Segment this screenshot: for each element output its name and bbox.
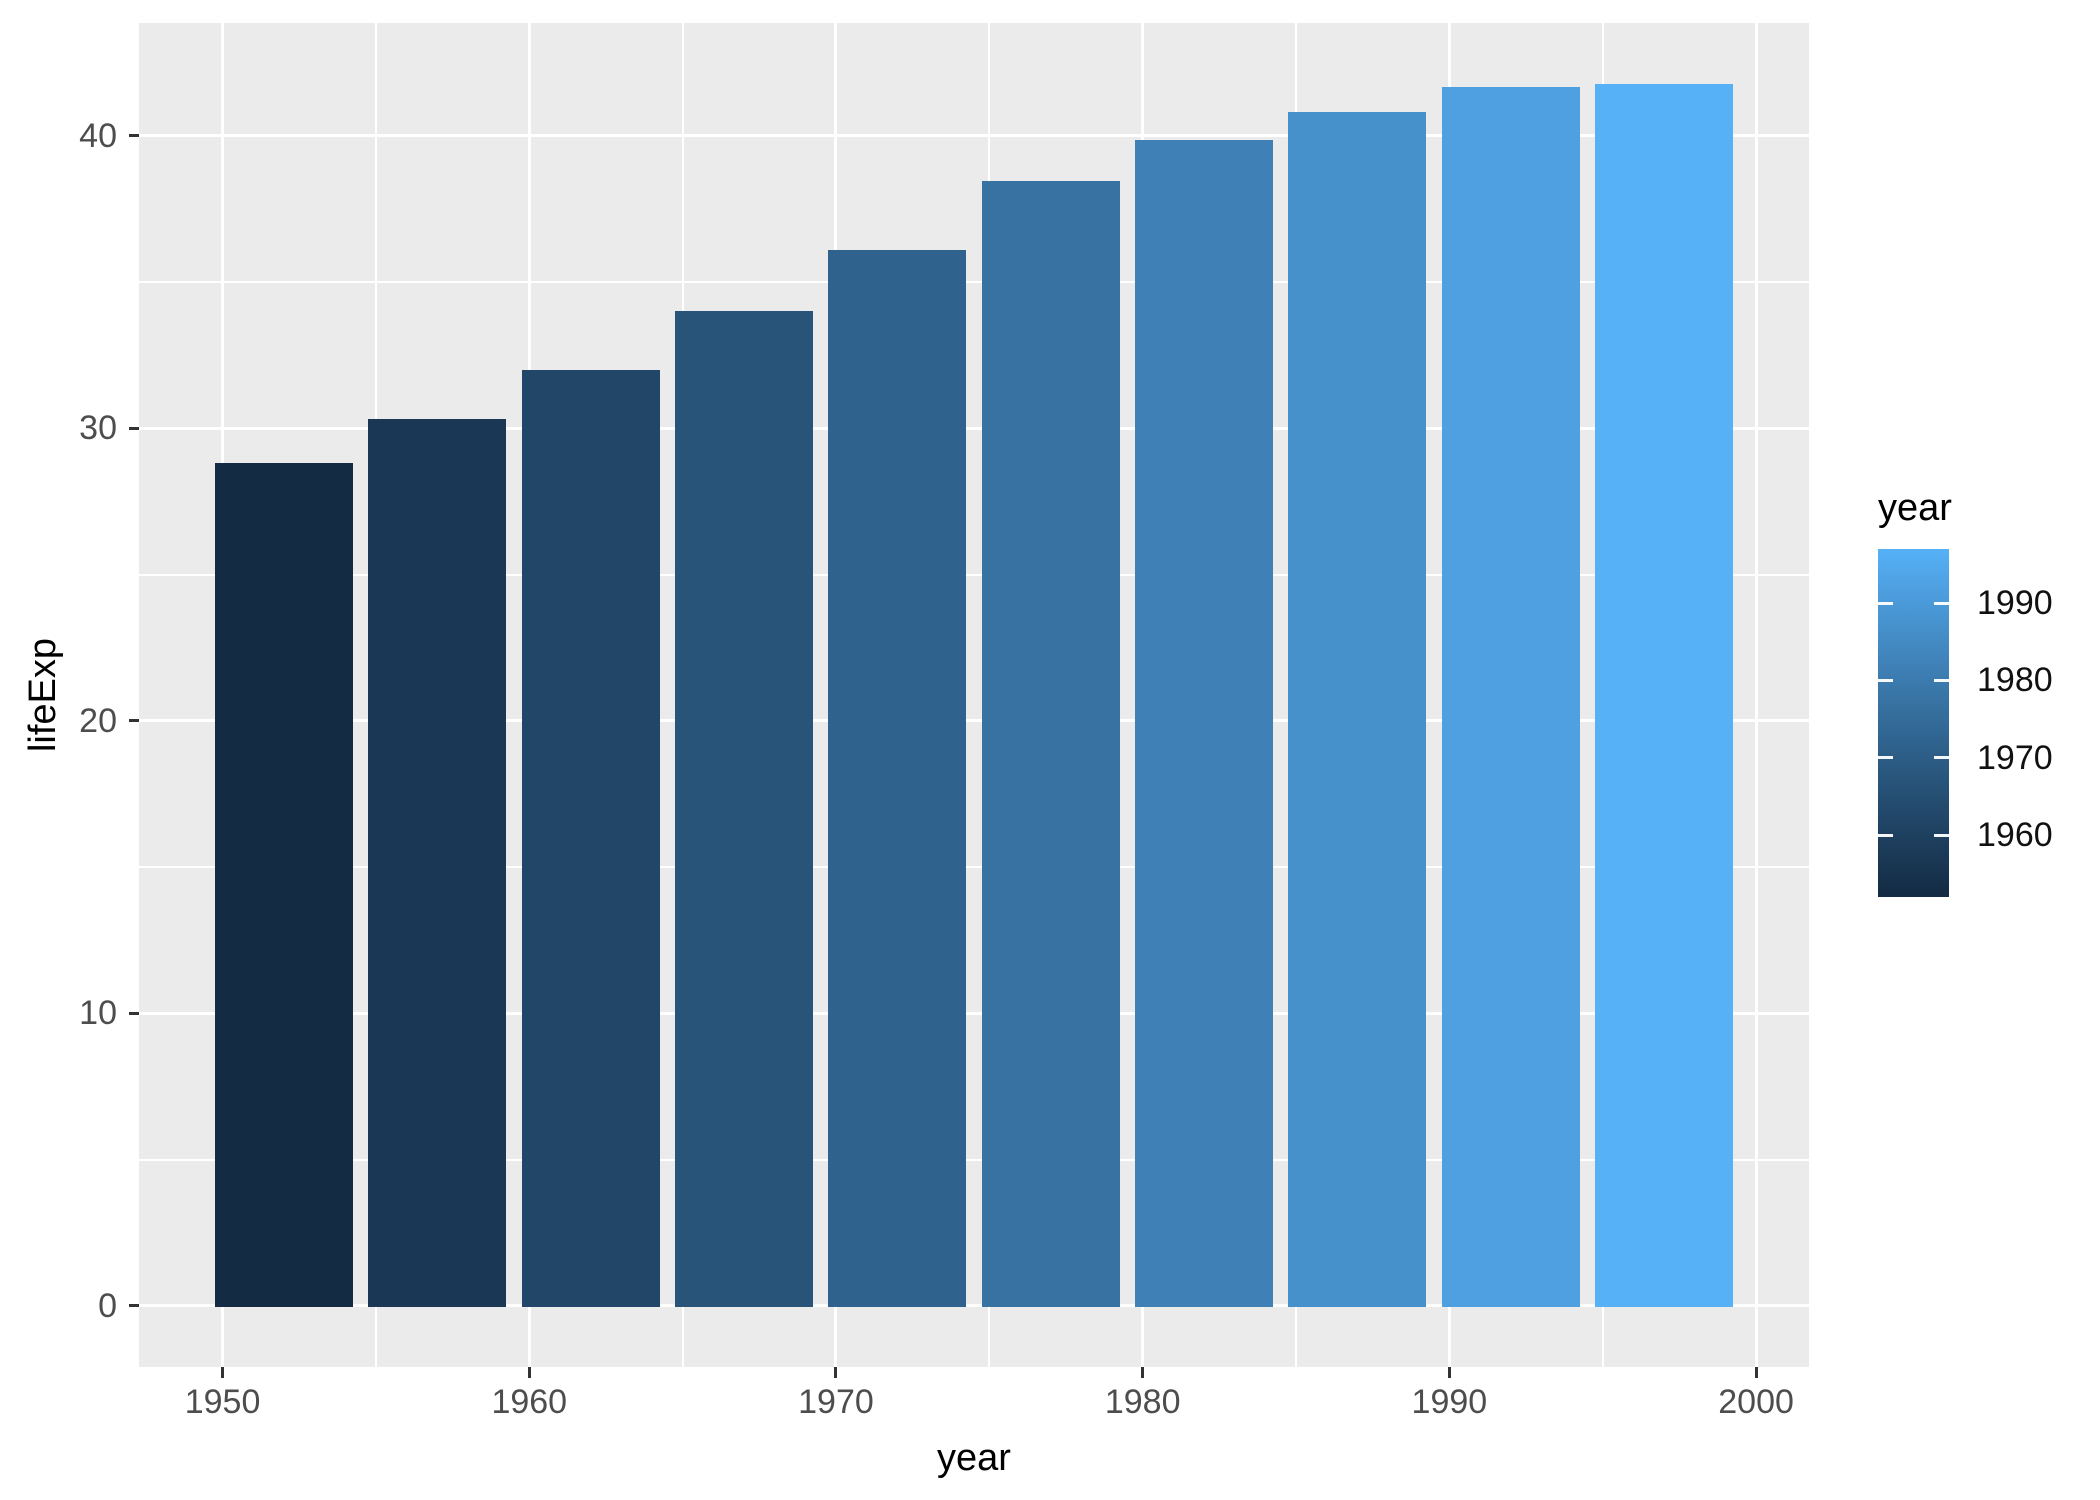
- x-tick-mark: [527, 1367, 531, 1378]
- x-tick-mark: [1141, 1367, 1145, 1378]
- y-tick-label: 40: [79, 116, 117, 155]
- legend-tick-mark: [1934, 678, 1949, 682]
- y-tick-mark: [129, 1011, 139, 1015]
- legend-tick-mark: [1878, 601, 1893, 605]
- y-axis-title: lifeExp: [22, 637, 64, 753]
- gridline-y-major: [139, 1011, 1809, 1015]
- legend-tick-label: 1990: [1977, 584, 2053, 623]
- y-tick-mark: [129, 134, 139, 138]
- bar-1972: [828, 250, 967, 1308]
- x-tick-label: 1970: [798, 1383, 874, 1421]
- y-tick-mark: [129, 719, 139, 723]
- legend-tick-mark: [1878, 833, 1893, 837]
- bar-1982: [1135, 139, 1274, 1308]
- bar-1952: [214, 463, 353, 1308]
- y-tick-mark: [129, 426, 139, 430]
- legend-tick-mark: [1934, 601, 1949, 605]
- gridline-y-major: [139, 134, 1809, 138]
- x-tick-label: 1990: [1411, 1383, 1488, 1421]
- bar-1967: [674, 310, 813, 1308]
- gridline-y-minor: [139, 280, 1809, 283]
- bar-1992: [1441, 86, 1580, 1308]
- x-axis-title: year: [937, 1437, 1011, 1479]
- x-tick-mark: [834, 1367, 838, 1378]
- legend-tick-mark: [1934, 756, 1949, 760]
- x-tick-mark: [221, 1367, 225, 1378]
- y-tick-label: 10: [79, 994, 117, 1033]
- legend-tick-label: 1980: [1977, 661, 2053, 700]
- y-tick-label: 0: [98, 1286, 117, 1325]
- y-tick-mark: [129, 1304, 139, 1308]
- gridline-y-major: [139, 1304, 1809, 1308]
- y-tick-label: 30: [79, 409, 117, 448]
- bar-1977: [981, 181, 1120, 1308]
- y-tick-label: 20: [79, 701, 117, 740]
- legend-tick-label: 1960: [1977, 816, 2053, 855]
- x-tick-label: 1980: [1104, 1383, 1181, 1421]
- x-tick-mark: [1754, 1367, 1758, 1378]
- x-tick-label: 2000: [1718, 1383, 1794, 1421]
- legend-tick-label: 1970: [1977, 738, 2053, 777]
- gridline-x-major: [1754, 23, 1758, 1367]
- x-tick-mark: [1447, 1367, 1451, 1378]
- legend-title: year: [1878, 487, 1952, 529]
- gridline-y-major: [139, 426, 1809, 430]
- bar-1962: [521, 369, 660, 1308]
- bar-1997: [1595, 84, 1734, 1308]
- gridline-y-minor: [139, 1158, 1809, 1161]
- gridline-y-minor: [139, 573, 1809, 576]
- x-tick-label: 1960: [491, 1383, 568, 1421]
- x-tick-label: 1950: [184, 1383, 261, 1421]
- gridline-y-major: [139, 719, 1809, 723]
- legend-tick-mark: [1934, 833, 1949, 837]
- legend-tick-mark: [1878, 756, 1893, 760]
- legend-tick-mark: [1878, 678, 1893, 682]
- legend-colorbar: [1878, 549, 1949, 897]
- bar-1957: [368, 418, 507, 1308]
- gridline-y-minor: [139, 866, 1809, 869]
- bar-1987: [1288, 111, 1427, 1308]
